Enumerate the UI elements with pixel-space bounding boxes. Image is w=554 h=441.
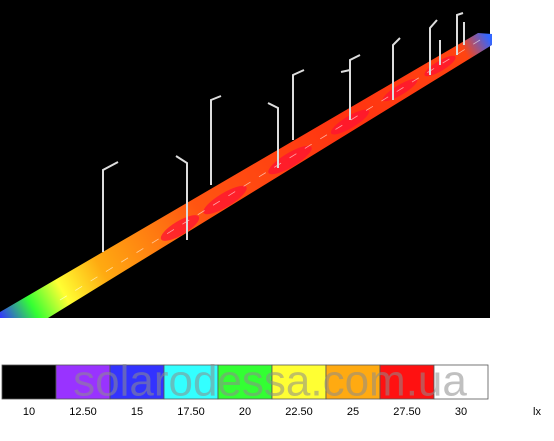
legend-unit: lx: [533, 406, 541, 418]
legend-label: 12.50: [69, 406, 97, 418]
road: [0, 33, 492, 318]
legend-label: 25: [347, 406, 359, 418]
watermark: solarodessa.com.ua: [73, 357, 467, 406]
legend-swatch: [1, 364, 57, 400]
legend-swatch: [433, 364, 489, 400]
legend-swatch: [325, 364, 381, 400]
legend-label: 27.50: [393, 406, 421, 418]
legend-swatch: [217, 364, 273, 400]
legend-label: 10: [23, 406, 35, 418]
legend-label: 20: [239, 406, 251, 418]
legend-swatch: [163, 364, 219, 400]
legend-label: 30: [455, 406, 467, 418]
legend: 10 12.50 15 17.50 20 22.50 25 27.50 30 lx: [1, 364, 541, 418]
legend-swatch: [379, 364, 435, 400]
legend-label: 15: [131, 406, 143, 418]
legend-swatch: [109, 364, 165, 400]
legend-swatch: [55, 364, 111, 400]
poles: [102, 12, 465, 252]
legend-label: 17.50: [177, 406, 205, 418]
legend-swatch: [271, 364, 327, 400]
legend-label: 22.50: [285, 406, 313, 418]
